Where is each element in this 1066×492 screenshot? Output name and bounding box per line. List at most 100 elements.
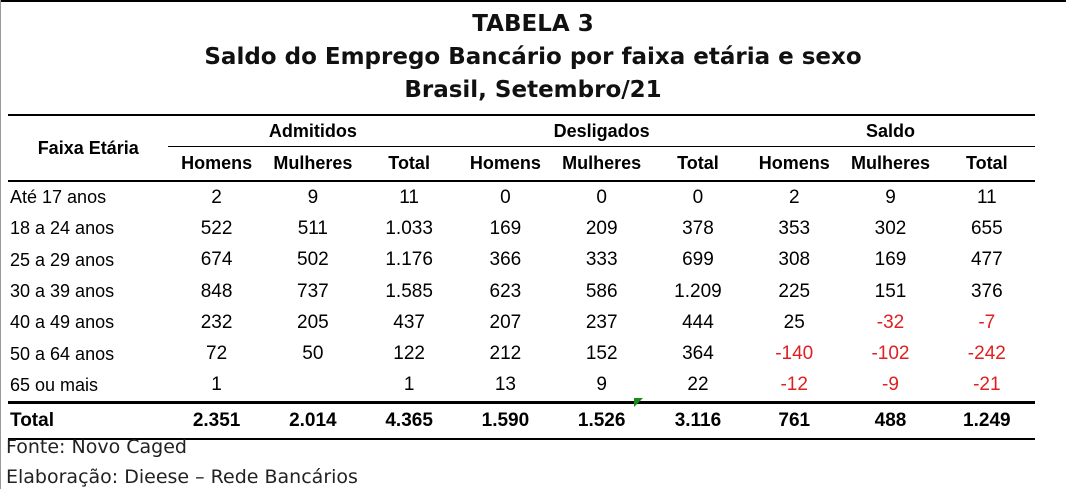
subheader-cell: Mulheres	[842, 146, 939, 182]
table-cell: 511	[297, 217, 328, 239]
table-cell: 1.176	[385, 249, 433, 271]
table-cell: -7	[978, 311, 996, 333]
table-body: Até 17 anos 2 9 11 0 0 0 2 9 11 18 a 24 …	[8, 181, 1035, 441]
table-cell: 737	[297, 280, 329, 302]
table-cell: 477	[970, 249, 1003, 271]
group-header-admitidos: Admitidos	[168, 114, 458, 147]
table-cell: 623	[489, 280, 522, 302]
total-cell: 2.351	[168, 402, 265, 441]
table-cell: 848	[200, 280, 233, 302]
table-region-period-title: Brasil, Setembro/21	[404, 77, 662, 103]
table-cell: 376	[970, 280, 1003, 302]
table-cell: 25	[783, 311, 805, 333]
subheader-cell: Mulheres	[553, 146, 650, 182]
table-cell: 122	[393, 343, 425, 365]
group-header-desligados: Desligados	[457, 114, 747, 147]
table-cell: 674	[200, 249, 233, 271]
employment-balance-table: Faixa Etária Admitidos Desligados Saldo …	[8, 114, 1035, 441]
top-border-rule	[0, 0, 1066, 2]
table-cell: 0	[692, 186, 704, 208]
table-notes: Fonte: Novo Caged Elaboração: Dieese – R…	[6, 432, 358, 492]
table-title-block: TABELA 3 Saldo do Emprego Bancário por f…	[0, 8, 1066, 107]
total-cell: 1.590	[457, 402, 554, 441]
table-cell: 207	[489, 311, 522, 333]
table-cell: 378	[682, 217, 714, 239]
table-cell: 502	[297, 249, 329, 271]
row-label: Até 17 anos	[10, 187, 107, 208]
subheader-cell: Total	[360, 146, 458, 182]
subheader-cell: Homens	[168, 146, 265, 182]
table-cell: -9	[842, 369, 939, 405]
table-row: 40 a 49 anos 232 205 437 207 237 444 25 …	[8, 307, 1035, 338]
table-cell: 0	[596, 186, 607, 208]
green-corner-marker-icon	[634, 398, 643, 407]
total-cell: 1.249	[938, 402, 1035, 441]
group-header-row: Faixa Etária Admitidos Desligados Saldo	[8, 114, 1035, 182]
table-cell: 437	[393, 311, 425, 333]
table-cell: 13	[457, 369, 554, 405]
table-cell: 152	[585, 343, 618, 365]
table-cell: 212	[489, 343, 522, 365]
table-cell: 205	[297, 311, 329, 333]
table-row: Até 17 anos 2 9 11 0 0 0 2 9 11	[8, 181, 1035, 213]
table-cell: 353	[778, 217, 811, 239]
total-cell: 4.365	[360, 402, 458, 441]
table-cell: 522	[200, 217, 233, 239]
table-cell: 232	[200, 311, 233, 333]
table-cell: 333	[585, 249, 618, 271]
subheader-cell: Total	[938, 146, 1035, 182]
table-row: 30 a 39 anos 848 737 1.585 623 586 1.209…	[8, 276, 1035, 307]
table-cell: -21	[938, 369, 1035, 405]
table-cell	[264, 369, 361, 405]
total-cell: 1.526	[553, 402, 650, 441]
table-cell: 9	[553, 369, 650, 405]
table-row: 25 a 29 anos 674 502 1.176 366 333 699 3…	[8, 245, 1035, 276]
table-cell: 9	[307, 186, 319, 208]
left-border-rule	[0, 0, 1, 489]
total-row: Total 2.351 2.014 4.365 1.590 1.526 3.11…	[8, 402, 1035, 441]
table-number-title: TABELA 3	[472, 11, 594, 37]
table-cell: 11	[399, 186, 419, 208]
group-header-saldo: Saldo	[746, 114, 1035, 147]
table-cell: 655	[970, 217, 1003, 239]
table-cell: -102	[871, 343, 910, 365]
table-cell: 2	[788, 186, 800, 208]
table-row: 18 a 24 anos 522 511 1.033 169 209 378 3…	[8, 213, 1035, 244]
table-cell: 151	[874, 280, 907, 302]
total-cell: 488	[842, 402, 939, 441]
table-cell: 72	[206, 343, 228, 365]
table-cell: 11	[976, 186, 997, 208]
table-cell: 444	[682, 311, 714, 333]
table-cell: 2	[211, 186, 222, 208]
total-cell: 761	[746, 402, 843, 441]
table-cell: 9	[885, 186, 896, 208]
subheader-cell: Homens	[746, 146, 843, 182]
table-cell: 1.585	[385, 280, 433, 302]
subheader-cell: Homens	[457, 146, 554, 182]
row-label: 40 a 49 anos	[10, 312, 115, 333]
table-cell: 169	[874, 249, 907, 271]
subheader-row: Homens Mulheres Total Homens Mulheres To…	[8, 146, 1035, 182]
table-cell: 0	[500, 186, 511, 208]
total-cell: 2.014	[264, 402, 361, 441]
table-cell: -140	[775, 343, 814, 365]
table-cell: -242	[967, 343, 1006, 365]
source-note: Fonte: Novo Caged	[6, 436, 187, 458]
table-subject-title: Saldo do Emprego Bancário por faixa etár…	[204, 44, 862, 70]
row-label: 50 a 64 anos	[10, 343, 115, 364]
table-cell: 1	[360, 369, 458, 405]
row-label: 18 a 24 anos	[10, 218, 115, 239]
elaboration-note: Elaboração: Dieese – Rede Bancários	[6, 466, 358, 488]
table-cell: 699	[682, 249, 714, 271]
facet-header: Faixa Etária	[8, 114, 169, 182]
table-row: 65 ou mais 1 1 13 9 22 -12 -9 -21	[8, 369, 1035, 405]
table-cell: 209	[585, 217, 618, 239]
table-cell: 22	[649, 369, 747, 405]
table-cell: 366	[489, 249, 522, 271]
table-row: 50 a 64 anos 72 50 122 212 152 364 -140 …	[8, 338, 1035, 369]
table-cell: 302	[874, 217, 907, 239]
table-cell: 1.033	[385, 217, 433, 239]
table-cell: 1	[168, 369, 265, 405]
table-cell: 586	[585, 280, 618, 302]
